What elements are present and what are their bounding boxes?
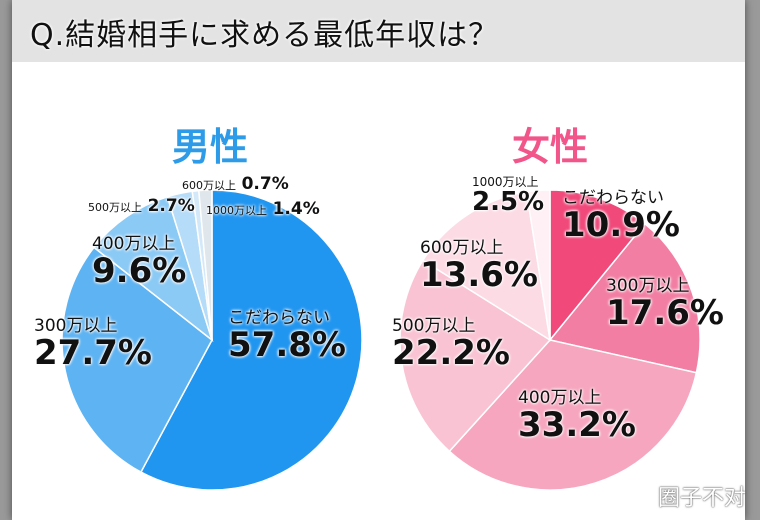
male-slice-5 [197, 189, 213, 341]
male-label-0: こだわらない 57.8% [228, 308, 346, 365]
female-slice-3 [399, 259, 552, 453]
female-slice-4 [421, 190, 551, 342]
female-slice-2 [448, 339, 698, 491]
female-label-4: 600万以上 13.6% [420, 238, 538, 295]
female-slice-0 [549, 189, 646, 343]
female-label-5: 1000万以上 2.5% [472, 175, 545, 217]
female-slice-1 [548, 222, 701, 374]
male-title: 男性 [172, 125, 249, 169]
male-label-2: 400万以上 9.6% [92, 234, 187, 291]
male-slice-1 [61, 246, 213, 474]
male-label-1: 300万以上 27.7% [34, 316, 152, 373]
watermark: 圈子不对 [658, 486, 747, 511]
female-slice-5 [525, 189, 551, 341]
female-label-0: こだわらない 10.9% [562, 188, 680, 245]
female-label-3: 500万以上 22.2% [392, 316, 510, 373]
male-slice-0 [139, 189, 363, 491]
male-label-3: 500万以上 2.7% [88, 196, 195, 216]
male-slice-2 [92, 195, 214, 343]
question-header: Q.結婚相手に求める最低年収は？ [12, 0, 745, 62]
male-label-5: 1000万以上 1.4% [206, 199, 320, 219]
female-title: 女性 [512, 125, 589, 169]
male-label-4: 600万以上 0.7% [182, 174, 289, 194]
female-label-1: 300万以上 17.6% [606, 276, 724, 333]
female-label-2: 400万以上 33.2% [518, 388, 636, 445]
question-title: Q.結婚相手に求める最低年収は？ [30, 18, 500, 53]
